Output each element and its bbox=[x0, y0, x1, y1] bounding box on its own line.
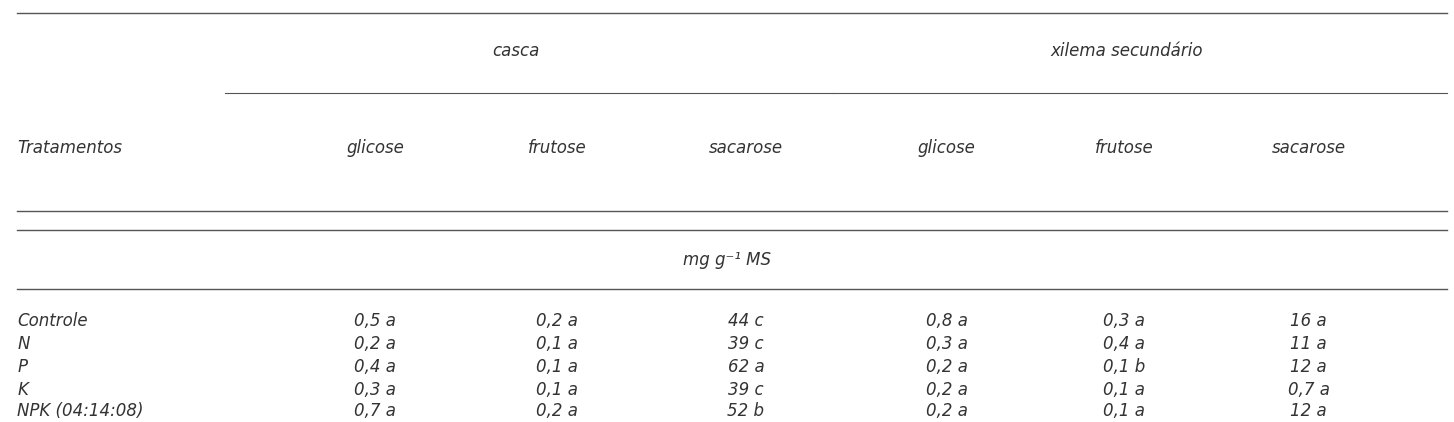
Text: 0,1 b: 0,1 b bbox=[1102, 358, 1146, 376]
Text: 0,4 a: 0,4 a bbox=[355, 358, 395, 376]
Text: 0,1 a: 0,1 a bbox=[537, 358, 577, 376]
Text: 0,1 a: 0,1 a bbox=[537, 381, 577, 399]
Text: 16 a: 16 a bbox=[1290, 312, 1328, 330]
Text: frutose: frutose bbox=[528, 139, 586, 157]
Text: 0,7 a: 0,7 a bbox=[355, 403, 395, 420]
Text: 0,3 a: 0,3 a bbox=[355, 381, 395, 399]
Text: 11 a: 11 a bbox=[1290, 335, 1328, 353]
Text: Controle: Controle bbox=[17, 312, 89, 330]
Text: 0,3 a: 0,3 a bbox=[1104, 312, 1144, 330]
Text: 0,3 a: 0,3 a bbox=[926, 335, 967, 353]
Text: 0,4 a: 0,4 a bbox=[1104, 335, 1144, 353]
Text: 0,1 a: 0,1 a bbox=[1104, 403, 1144, 420]
Text: sacarose: sacarose bbox=[1272, 139, 1345, 157]
Text: 0,2 a: 0,2 a bbox=[537, 312, 577, 330]
Text: 12 a: 12 a bbox=[1290, 403, 1328, 420]
Text: frutose: frutose bbox=[1095, 139, 1153, 157]
Text: 0,2 a: 0,2 a bbox=[926, 381, 967, 399]
Text: 0,2 a: 0,2 a bbox=[926, 358, 967, 376]
Text: casca: casca bbox=[493, 42, 539, 60]
Text: P: P bbox=[17, 358, 28, 376]
Text: xilema secundário: xilema secundário bbox=[1051, 42, 1202, 60]
Text: sacarose: sacarose bbox=[710, 139, 782, 157]
Text: 0,5 a: 0,5 a bbox=[355, 312, 395, 330]
Text: 44 c: 44 c bbox=[728, 312, 763, 330]
Text: 0,1 a: 0,1 a bbox=[537, 335, 577, 353]
Text: 0,1 a: 0,1 a bbox=[1104, 381, 1144, 399]
Text: 62 a: 62 a bbox=[727, 358, 765, 376]
Text: N: N bbox=[17, 335, 31, 353]
Text: 0,2 a: 0,2 a bbox=[926, 403, 967, 420]
Text: 39 c: 39 c bbox=[728, 381, 763, 399]
Text: Tratamentos: Tratamentos bbox=[17, 139, 122, 157]
Text: 0,2 a: 0,2 a bbox=[355, 335, 395, 353]
Text: 0,2 a: 0,2 a bbox=[537, 403, 577, 420]
Text: K: K bbox=[17, 381, 28, 399]
Text: 52 b: 52 b bbox=[727, 403, 765, 420]
Text: glicose: glicose bbox=[917, 139, 976, 157]
Text: 39 c: 39 c bbox=[728, 335, 763, 353]
Text: 0,8 a: 0,8 a bbox=[926, 312, 967, 330]
Text: 12 a: 12 a bbox=[1290, 358, 1328, 376]
Text: mg g⁻¹ MS: mg g⁻¹ MS bbox=[683, 251, 771, 268]
Text: glicose: glicose bbox=[346, 139, 404, 157]
Text: NPK (04:14:08): NPK (04:14:08) bbox=[17, 403, 144, 420]
Text: 0,7 a: 0,7 a bbox=[1288, 381, 1329, 399]
